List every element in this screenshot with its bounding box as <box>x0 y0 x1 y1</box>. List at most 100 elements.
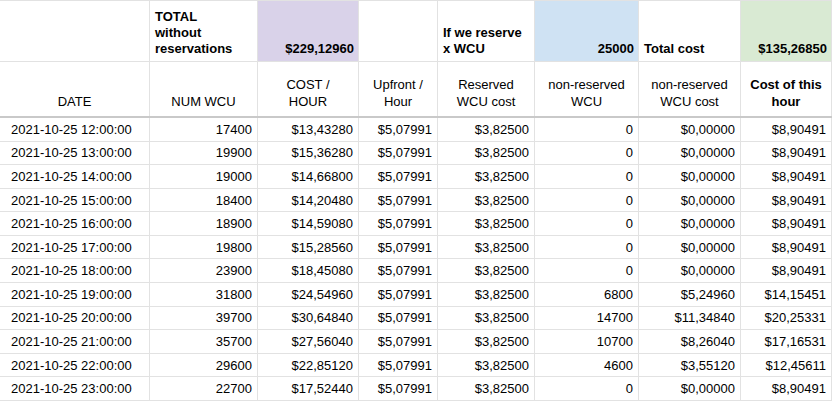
cell-upfront-per-hour[interactable]: $5,07991 <box>359 142 438 165</box>
cell-non-reserved-wcu[interactable]: 6800 <box>535 283 639 306</box>
cell-reserved-wcu-cost[interactable]: $3,82500 <box>438 307 535 330</box>
cell-date[interactable]: 2021-10-25 18:00:00 <box>0 259 150 282</box>
cell-upfront-per-hour[interactable]: $5,07991 <box>359 189 438 212</box>
cell-reserved-wcu-cost[interactable]: $3,82500 <box>438 212 535 235</box>
cell-cost-of-this-hour[interactable]: $8,90491 <box>741 142 832 165</box>
cell-non-reserved-wcu[interactable]: 0 <box>535 236 639 259</box>
cell-num-wcu[interactable]: 23900 <box>150 259 258 282</box>
cell-cost-of-this-hour[interactable]: $8,90491 <box>741 259 832 282</box>
cell-upfront-per-hour[interactable]: $5,07991 <box>359 307 438 330</box>
cell-cost-of-this-hour[interactable]: $17,16531 <box>741 330 832 353</box>
cell-non-reserved-wcu-cost[interactable]: $0,00000 <box>639 259 741 282</box>
cell-reserved-wcu-cost[interactable]: $3,82500 <box>438 283 535 306</box>
cell-num-wcu[interactable]: 39700 <box>150 307 258 330</box>
cell-reserved-wcu-cost[interactable]: $3,82500 <box>438 118 535 141</box>
column-header-num-wcu[interactable]: NUM WCU <box>150 62 258 116</box>
cell-non-reserved-wcu[interactable]: 0 <box>535 142 639 165</box>
cell-cost-of-this-hour[interactable]: $8,90491 <box>741 377 832 400</box>
cell-upfront-per-hour[interactable]: $5,07991 <box>359 236 438 259</box>
cell-non-reserved-wcu-cost[interactable]: $5,24960 <box>639 283 741 306</box>
cell-date[interactable]: 2021-10-25 12:00:00 <box>0 118 150 141</box>
cell-upfront-per-hour[interactable]: $5,07991 <box>359 354 438 377</box>
cell-date[interactable]: 2021-10-25 21:00:00 <box>0 330 150 353</box>
cell-cost-per-hour[interactable]: $17,52440 <box>258 377 359 400</box>
column-header-date[interactable]: DATE <box>0 62 150 116</box>
cell-upfront-per-hour[interactable]: $5,07991 <box>359 283 438 306</box>
cell-cost-per-hour[interactable]: $30,64840 <box>258 307 359 330</box>
cell-reserved-wcu-value[interactable]: 25000 <box>535 1 639 61</box>
cell-non-reserved-wcu[interactable]: 0 <box>535 165 639 188</box>
cell-num-wcu[interactable]: 29600 <box>150 354 258 377</box>
cell-non-reserved-wcu[interactable]: 0 <box>535 212 639 235</box>
cell-num-wcu[interactable]: 17400 <box>150 118 258 141</box>
cell-cost-of-this-hour[interactable]: $8,90491 <box>741 118 832 141</box>
cell-band-empty-upfront[interactable] <box>359 1 438 61</box>
cell-date[interactable]: 2021-10-25 16:00:00 <box>0 212 150 235</box>
cell-date[interactable]: 2021-10-25 14:00:00 <box>0 165 150 188</box>
cell-non-reserved-wcu-cost[interactable]: $0,00000 <box>639 118 741 141</box>
cell-total-without-reservations-label[interactable]: TOTAL without reservations <box>150 1 258 61</box>
cell-num-wcu[interactable]: 19000 <box>150 165 258 188</box>
cell-total-per-hour-value[interactable]: $229,12960 <box>258 1 359 61</box>
column-header-cost-of-this-hour[interactable]: Cost of this hour <box>741 62 832 116</box>
cell-upfront-per-hour[interactable]: $5,07991 <box>359 165 438 188</box>
cell-cost-per-hour[interactable]: $15,28560 <box>258 236 359 259</box>
cell-cost-of-this-hour[interactable]: $8,90491 <box>741 212 832 235</box>
column-header-reserved-wcu-cost[interactable]: Reserved WCU cost <box>438 62 535 116</box>
cell-non-reserved-wcu[interactable]: 0 <box>535 377 639 400</box>
cell-date[interactable]: 2021-10-25 13:00:00 <box>0 142 150 165</box>
cell-cost-per-hour[interactable]: $24,54960 <box>258 283 359 306</box>
cell-cost-per-hour[interactable]: $13,43280 <box>258 118 359 141</box>
cell-cost-of-this-hour[interactable]: $14,15451 <box>741 283 832 306</box>
cell-cost-of-this-hour[interactable]: $20,25331 <box>741 307 832 330</box>
cell-non-reserved-wcu-cost[interactable]: $11,34840 <box>639 307 741 330</box>
cell-cost-per-hour[interactable]: $22,85120 <box>258 354 359 377</box>
cell-cost-per-hour[interactable]: $15,36280 <box>258 142 359 165</box>
cell-date[interactable]: 2021-10-25 17:00:00 <box>0 236 150 259</box>
cell-non-reserved-wcu[interactable]: 4600 <box>535 354 639 377</box>
cell-reserved-wcu-cost[interactable]: $3,82500 <box>438 377 535 400</box>
column-header-cost-per-hour[interactable]: COST / HOUR <box>258 62 359 116</box>
cell-non-reserved-wcu-cost[interactable]: $8,26040 <box>639 330 741 353</box>
cell-reserved-wcu-cost[interactable]: $3,82500 <box>438 330 535 353</box>
column-header-upfront-per-hour[interactable]: Upfront / Hour <box>359 62 438 116</box>
cell-non-reserved-wcu-cost[interactable]: $0,00000 <box>639 212 741 235</box>
cell-num-wcu[interactable]: 31800 <box>150 283 258 306</box>
cell-date[interactable]: 2021-10-25 20:00:00 <box>0 307 150 330</box>
cell-non-reserved-wcu-cost[interactable]: $0,00000 <box>639 165 741 188</box>
cell-non-reserved-wcu[interactable]: 0 <box>535 189 639 212</box>
cell-upfront-per-hour[interactable]: $5,07991 <box>359 259 438 282</box>
cell-total-cost-value[interactable]: $135,26850 <box>741 1 832 61</box>
cell-cost-of-this-hour[interactable]: $8,90491 <box>741 236 832 259</box>
cell-num-wcu[interactable]: 35700 <box>150 330 258 353</box>
cell-reserved-wcu-cost[interactable]: $3,82500 <box>438 259 535 282</box>
cell-upfront-per-hour[interactable]: $5,07991 <box>359 330 438 353</box>
column-header-non-reserved-wcu[interactable]: non-reserved WCU <box>535 62 639 116</box>
cell-date[interactable]: 2021-10-25 19:00:00 <box>0 283 150 306</box>
cell-cost-per-hour[interactable]: $14,59080 <box>258 212 359 235</box>
cell-num-wcu[interactable]: 18400 <box>150 189 258 212</box>
cell-cost-of-this-hour[interactable]: $8,90491 <box>741 189 832 212</box>
cell-non-reserved-wcu-cost[interactable]: $0,00000 <box>639 142 741 165</box>
cell-reserved-wcu-cost[interactable]: $3,82500 <box>438 165 535 188</box>
cell-total-cost-label[interactable]: Total cost <box>639 1 741 61</box>
cell-non-reserved-wcu-cost[interactable]: $0,00000 <box>639 377 741 400</box>
cell-num-wcu[interactable]: 18900 <box>150 212 258 235</box>
cell-num-wcu[interactable]: 19800 <box>150 236 258 259</box>
cell-date[interactable]: 2021-10-25 22:00:00 <box>0 354 150 377</box>
cell-reserved-wcu-cost[interactable]: $3,82500 <box>438 354 535 377</box>
cell-upfront-per-hour[interactable]: $5,07991 <box>359 212 438 235</box>
cell-if-we-reserve-label[interactable]: If we reserve x WCU <box>438 1 535 61</box>
cell-num-wcu[interactable]: 19900 <box>150 142 258 165</box>
cell-reserved-wcu-cost[interactable]: $3,82500 <box>438 189 535 212</box>
cell-cost-of-this-hour[interactable]: $12,45611 <box>741 354 832 377</box>
column-header-non-reserved-wcu-cost[interactable]: non-reserved WCU cost <box>639 62 741 116</box>
cell-non-reserved-wcu[interactable]: 10700 <box>535 330 639 353</box>
cell-upfront-per-hour[interactable]: $5,07991 <box>359 377 438 400</box>
cell-cost-per-hour[interactable]: $14,20480 <box>258 189 359 212</box>
cell-non-reserved-wcu[interactable]: 0 <box>535 118 639 141</box>
cell-reserved-wcu-cost[interactable]: $3,82500 <box>438 236 535 259</box>
cell-non-reserved-wcu-cost[interactable]: $3,55120 <box>639 354 741 377</box>
cell-reserved-wcu-cost[interactable]: $3,82500 <box>438 142 535 165</box>
cell-num-wcu[interactable]: 22700 <box>150 377 258 400</box>
